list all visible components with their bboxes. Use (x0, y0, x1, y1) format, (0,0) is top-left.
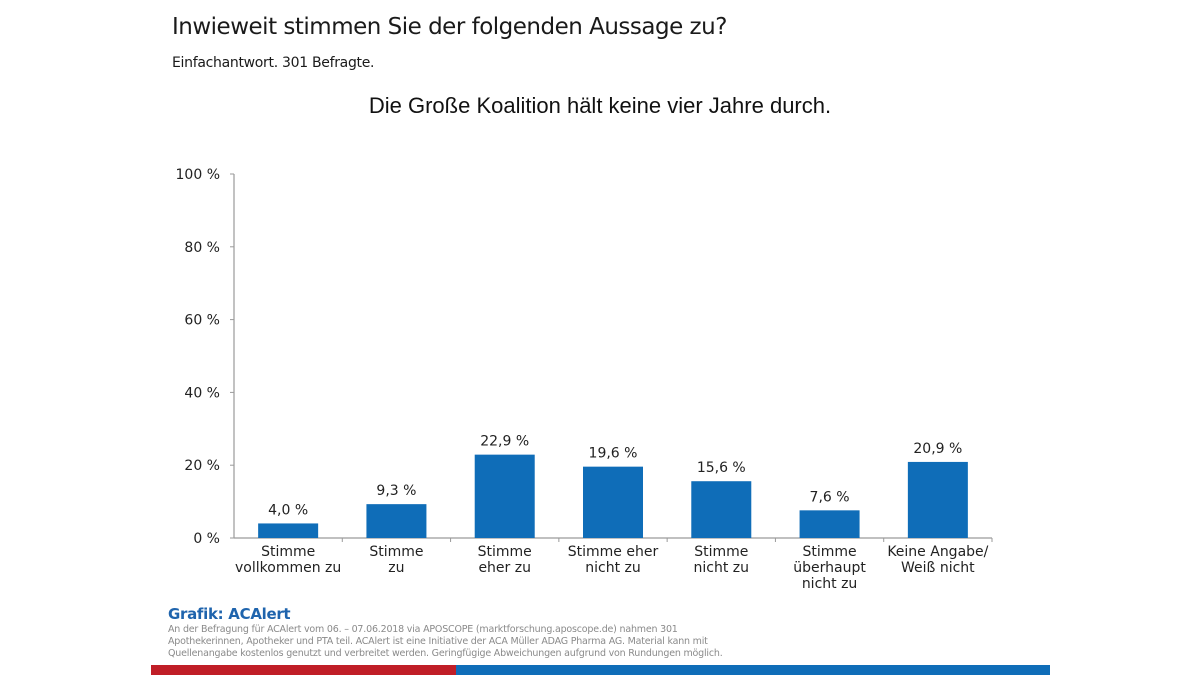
category-label: Stimme zu (369, 544, 423, 576)
category-label-line: Stimme (802, 544, 856, 560)
category-label-line: Keine Angabe/ (887, 544, 988, 560)
bar (258, 523, 319, 538)
data-label: 20,9 % (913, 441, 962, 457)
question-subtitle: Einfachantwort. 301 Befragte. (172, 55, 375, 71)
category-label: Stimme eher zu (478, 544, 532, 576)
category-label-line: Weiß nicht (901, 560, 975, 576)
bar (907, 461, 968, 538)
category-label-line: nicht zu (802, 576, 858, 592)
y-tick-label: 100 % (176, 167, 220, 183)
category-label-line: Stimme eher (568, 544, 659, 560)
y-tick-label: 60 % (184, 313, 220, 329)
category-label-line: Stimme (694, 544, 748, 560)
y-tick-label: 40 % (184, 385, 220, 401)
bar (691, 481, 752, 538)
value-labels: 4,0 % 9,3 % 22,9 % 19,6 % 15,6 % 7,6 % 20,9 % (268, 434, 962, 519)
stripe-red (151, 665, 456, 675)
y-tick-label: 80 % (184, 240, 220, 256)
category-label-line: eher zu (478, 560, 531, 576)
category-label-line: Stimme (478, 544, 532, 560)
data-label: 22,9 % (480, 434, 529, 450)
category-label-line: Stimme (369, 544, 423, 560)
stripe-blue (456, 665, 1050, 675)
footer-note: An der Befragung für ACAlert vom 06. – 0… (168, 624, 723, 659)
bar (583, 466, 643, 538)
bar (366, 504, 427, 538)
data-label: 7,6 % (810, 489, 850, 505)
category-label-line: zu (388, 560, 404, 576)
y-tick-label: 0 % (193, 531, 220, 547)
footer-brand: Grafik: ACAlert (168, 605, 291, 623)
category-label-line: überhaupt (793, 560, 866, 576)
category-label-line: nicht zu (585, 560, 641, 576)
category-label: Stimme nicht zu (694, 544, 750, 576)
category-label-line: vollkommen zu (235, 560, 341, 576)
category-label-line: Stimme (261, 544, 315, 560)
category-label: Stimme eher nicht zu (568, 544, 659, 576)
data-label: 4,0 % (268, 502, 308, 518)
category-label-line: nicht zu (694, 560, 750, 576)
data-label: 9,3 % (376, 483, 416, 499)
question-title: Inwieweit stimmen Sie der folgenden Auss… (172, 14, 727, 40)
category-label: Stimme vollkommen zu (235, 544, 341, 576)
bar (799, 510, 860, 538)
y-axis: 0 % 20 % 40 % 60 % 80 % 100 % (176, 167, 235, 547)
x-axis (234, 537, 993, 542)
bar (474, 454, 535, 538)
data-label: 15,6 % (697, 460, 746, 476)
category-label: Stimme überhaupt nicht zu (793, 544, 866, 592)
y-tick-label: 20 % (184, 458, 220, 474)
category-label: Keine Angabe/Weiß nicht (887, 544, 988, 576)
bars (258, 454, 968, 538)
chart-title-text: Die Große Koalition hält keine vier Jahr… (368, 93, 832, 118)
data-label: 19,6 % (589, 446, 638, 462)
chart-title: Die Große Koalition hält keine vier Jahr… (0, 93, 1200, 119)
